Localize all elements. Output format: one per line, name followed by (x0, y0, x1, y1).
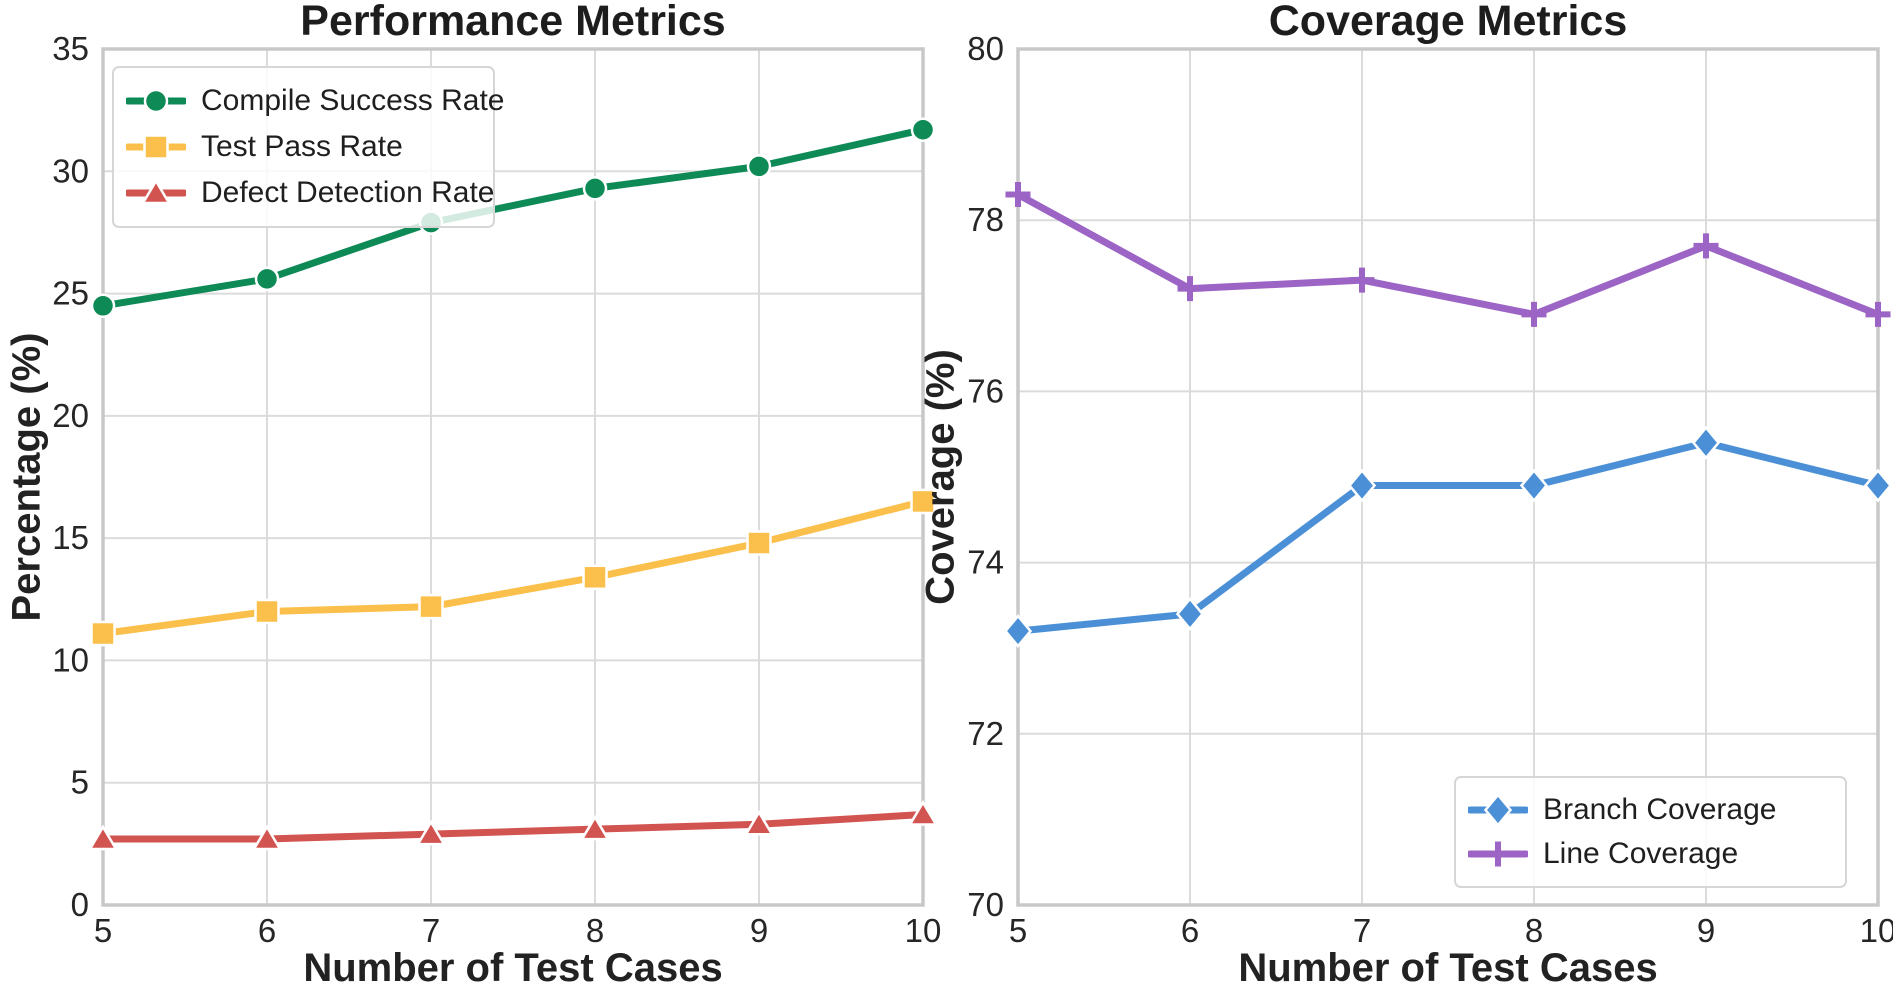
y-tick-label: 0 (71, 886, 89, 923)
marker-diamond (1347, 468, 1377, 503)
marker-plus (1349, 267, 1375, 293)
y-tick-label: 72 (967, 715, 1004, 752)
y-tick-label: 20 (52, 397, 89, 434)
marker-diamond (1483, 792, 1513, 827)
marker-diamond (1175, 597, 1205, 631)
legend-label: Defect Detection Rate (201, 176, 495, 209)
marker-plus (1177, 276, 1203, 302)
series-line-coverage (1005, 182, 1891, 327)
y-tick-label: 25 (52, 275, 89, 312)
marker-diamond (1863, 468, 1893, 503)
marker-diamond (1691, 425, 1721, 460)
legend-item-defect-detection-rate: Defect Detection Rate (126, 176, 494, 210)
marker-triangle-up (907, 800, 939, 826)
marker-circle (143, 88, 169, 114)
marker-circle (910, 117, 936, 142)
y-tick-label: 76 (967, 372, 1004, 409)
marker-plus (1521, 301, 1547, 327)
series-compile-success-rate (90, 117, 936, 319)
marker-circle (746, 154, 772, 179)
x-tick-label: 5 (94, 912, 112, 949)
marker-square (143, 134, 169, 160)
legend-label: Test Pass Rate (201, 130, 403, 163)
diamond-legend-sample-icon (1468, 792, 1528, 827)
marker-diamond (1519, 468, 1549, 503)
left-chart-yaxis-label: Percentage (%) (4, 332, 49, 622)
x-tick-label: 8 (1525, 912, 1543, 949)
y-tick-label: 35 (52, 30, 89, 67)
y-tick-label: 5 (71, 764, 89, 801)
triangle-up-legend-sample-icon (126, 178, 186, 205)
y-tick-label: 10 (52, 641, 89, 678)
marker-circle (254, 266, 280, 292)
legend-item-branch-coverage: Branch Coverage (1468, 793, 1833, 827)
square-legend-sample-icon (126, 134, 186, 160)
x-tick-label: 6 (258, 912, 276, 949)
circle-legend-sample-icon (126, 88, 186, 114)
marker-square (910, 488, 936, 515)
marker-square (90, 620, 116, 647)
marker-plus (1485, 841, 1511, 867)
x-tick-label: 6 (1181, 912, 1199, 949)
marker-triangle-up (415, 819, 447, 846)
right-chart-title: Coverage Metrics (1268, 0, 1628, 45)
y-tick-label: 70 (967, 886, 1004, 923)
plus-legend-sample-icon (1468, 841, 1528, 867)
marker-square (746, 530, 772, 556)
axes-spines (101, 47, 925, 907)
marker-triangle-up (87, 824, 119, 851)
legend-item-compile-success-rate: Compile Success Rate (126, 84, 504, 118)
legend-label: Line Coverage (1543, 837, 1739, 871)
x-tick-label: 5 (1009, 912, 1027, 949)
y-tick-label: 80 (967, 30, 1004, 67)
x-tick-label: 10 (905, 912, 942, 949)
series-line-test-pass-rate (102, 498, 924, 637)
legend-label: Branch Coverage (1543, 792, 1777, 826)
y-tick-label: 30 (52, 152, 89, 189)
y-tick-label: 15 (52, 519, 89, 556)
marker-circle (90, 293, 116, 319)
x-tick-label: 8 (586, 912, 604, 949)
right-chart-yaxis-label: Coverage (%) (918, 349, 963, 605)
x-tick-label: 7 (1353, 912, 1371, 949)
marker-triangle-up (140, 178, 172, 205)
series-line-branch-coverage (1017, 439, 1879, 635)
marker-triangle-up (251, 824, 283, 851)
marker-circle (582, 176, 608, 201)
marker-square (254, 598, 280, 625)
legend-item-line-coverage: Line Coverage (1468, 837, 1833, 871)
marker-square (418, 593, 444, 620)
legend-label: Compile Success Rate (201, 84, 505, 117)
marker-diamond (1003, 614, 1033, 649)
marker-plus (1865, 301, 1891, 327)
left-chart-xaxis-label: Number of Test Cases (303, 946, 723, 990)
x-tick-label: 7 (422, 912, 440, 949)
y-tick-label: 74 (967, 544, 1004, 581)
right-chart-xaxis-label: Number of Test Cases (1238, 946, 1658, 990)
legend-item-test-pass-rate: Test Pass Rate (126, 130, 481, 164)
marker-triangle-up (579, 814, 611, 841)
x-tick-label: 9 (750, 912, 768, 949)
series-defect-detection-rate (87, 800, 939, 851)
marker-plus (1005, 182, 1031, 208)
series-test-pass-rate (90, 488, 936, 647)
right-chart-legend: Branch Coverage Line Coverage (1454, 776, 1847, 888)
left-chart-legend: Compile Success Rate Test Pass Rate Defect… (112, 66, 504, 228)
x-tick-label: 10 (1860, 912, 1893, 949)
y-tick-label: 78 (967, 201, 1004, 238)
marker-triangle-up (743, 809, 775, 836)
series-line-line-coverage (1016, 191, 1880, 318)
x-tick-label: 9 (1697, 912, 1715, 949)
left-chart-title: Performance Metrics (300, 0, 726, 45)
series-branch-coverage (1003, 425, 1893, 649)
marker-square (582, 564, 608, 591)
marker-plus (1693, 233, 1719, 259)
series-line-compile-success-rate (102, 126, 924, 310)
series-line-defect-detection-rate (103, 811, 924, 843)
